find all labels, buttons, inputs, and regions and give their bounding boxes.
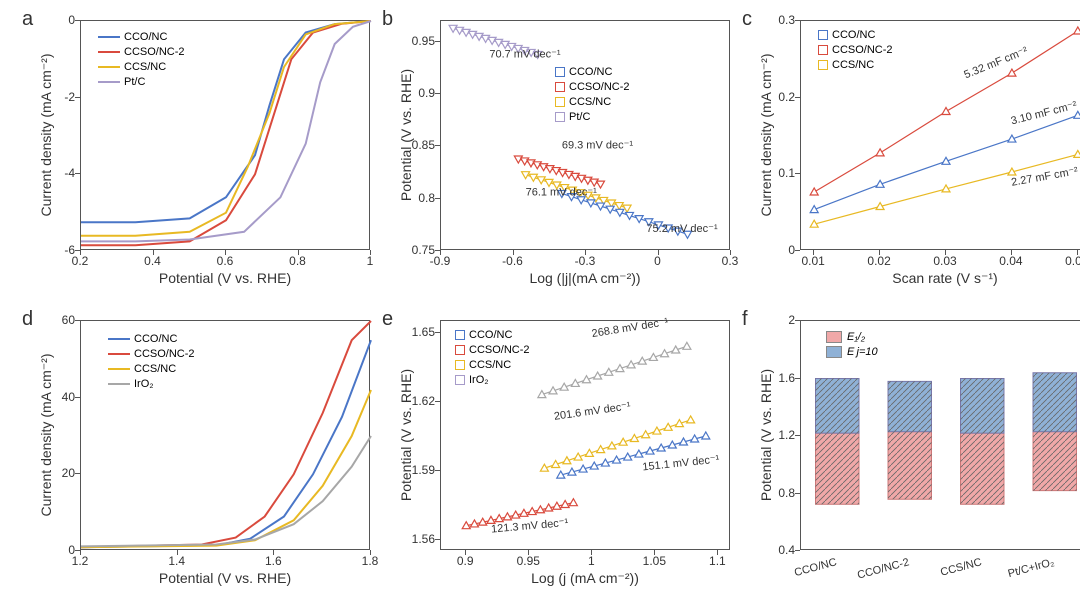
- legend: CCO/NCCCSO/NC-2CCS/NCPt/C: [98, 30, 185, 90]
- panel-label: f: [742, 308, 748, 331]
- legend: CCO/NCCCSO/NC-2CCS/NCIrO₂: [108, 332, 195, 392]
- panel-e: e 268.8 mV dec⁻¹ 201.6 mV dec⁻¹ 151.1 mV de…: [380, 310, 730, 605]
- xlabel: Log (j (mA cm⁻²)): [440, 570, 730, 587]
- panel-b: b 70.7 mV dec⁻¹ 69.3 mV dec⁻¹ 76.1 mV dec⁻¹…: [380, 10, 730, 305]
- legend-item: CCO/NC: [455, 328, 530, 342]
- legend-item: CCSO/NC-2: [555, 80, 630, 94]
- xtick: 0.9: [451, 554, 479, 568]
- svg-text:121.3 mV dec⁻¹: 121.3 mV dec⁻¹: [491, 517, 569, 536]
- legend-item: Pt/C: [98, 75, 185, 89]
- legend-item: IrO₂: [455, 373, 530, 387]
- panel-label: a: [22, 8, 33, 31]
- legend-item: CCSO/NC-2: [455, 343, 530, 357]
- xtick: 1.05: [640, 554, 668, 568]
- svg-text:75.2 mV dec⁻¹: 75.2 mV dec⁻¹: [646, 223, 718, 235]
- xtick: 0.6: [211, 254, 239, 268]
- legend: CCO/NCCCSO/NC-2CCS/NC: [818, 28, 893, 73]
- svg-text:CCO/NC-2: CCO/NC-2: [856, 556, 910, 581]
- ylabel: Current density (mA cm⁻²): [38, 20, 55, 250]
- xtick: 0.8: [284, 254, 312, 268]
- legend-item: CCO/NC: [818, 28, 893, 42]
- panel-a: a0.20.40.60.81-6-4-20Potential (V vs. RH…: [20, 10, 370, 305]
- legend-item: E j=10: [826, 345, 878, 359]
- legend-item: CCS/NC: [108, 362, 195, 376]
- legend-item: IrO₂: [108, 377, 195, 391]
- ylabel: Potential (V vs. RHE): [758, 320, 774, 550]
- xtick: 1.4: [163, 554, 191, 568]
- svg-text:151.1 mV dec⁻¹: 151.1 mV dec⁻¹: [642, 453, 721, 473]
- xtick: 0: [644, 254, 672, 268]
- ylabel: Current density (mA cm⁻²): [38, 320, 55, 550]
- xtick: -0.6: [499, 254, 527, 268]
- legend-item: CCSO/NC-2: [818, 43, 893, 57]
- legend-item: CCSO/NC-2: [98, 45, 185, 59]
- ylabel: Potential (V vs. RHE): [398, 20, 414, 250]
- ylabel: Potential (V vs. RHE): [398, 320, 414, 550]
- legend: E₁/₂E j=10: [826, 330, 878, 360]
- ylabel: Current density (mA cm⁻²): [758, 20, 775, 250]
- svg-text:CCS/NC: CCS/NC: [939, 556, 983, 579]
- xtick: 0.4: [139, 254, 167, 268]
- legend-item: Pt/C: [555, 110, 630, 124]
- svg-text:268.8 mV dec⁻¹: 268.8 mV dec⁻¹: [591, 316, 670, 340]
- svg-text:70.7 mV dec⁻¹: 70.7 mV dec⁻¹: [489, 49, 561, 61]
- xlabel: Potential (V vs. RHE): [80, 270, 370, 286]
- xtick: 0.05: [1063, 254, 1080, 268]
- legend: CCO/NCCCSO/NC-2CCS/NCPt/C: [555, 65, 630, 125]
- xtick: -0.3: [571, 254, 599, 268]
- svg-text:201.6 mV dec⁻¹: 201.6 mV dec⁻¹: [553, 400, 632, 423]
- panel-label: c: [742, 8, 752, 31]
- legend-item: CCS/NC: [555, 95, 630, 109]
- panel-f: fCCO/NCCCO/NC-2CCS/NCPt/C+IrO₂0.40.81.21…: [740, 310, 1080, 605]
- legend-item: CCO/NC: [108, 332, 195, 346]
- svg-text:76.1 mV dec⁻¹: 76.1 mV dec⁻¹: [526, 187, 598, 199]
- xtick: 1.1: [703, 554, 731, 568]
- panel-label: b: [382, 8, 393, 31]
- xtick: 0.01: [799, 254, 827, 268]
- xlabel: Log (|j|(mA cm⁻²)): [440, 270, 730, 287]
- panel-c: c 5.32 mF cm⁻² 3.10 mF cm⁻² 2.27 mF cm⁻² 0.0…: [740, 10, 1080, 305]
- xlabel: Scan rate (V s⁻¹): [800, 270, 1080, 287]
- svg-text:5.32 mF cm⁻²: 5.32 mF cm⁻²: [962, 45, 1029, 82]
- plot-area: 70.7 mV dec⁻¹ 69.3 mV dec⁻¹ 76.1 mV dec⁻¹ 7…: [440, 20, 730, 250]
- panel-label: d: [22, 308, 33, 331]
- xtick: 0.04: [997, 254, 1025, 268]
- legend-item: CCO/NC: [98, 30, 185, 44]
- panel-d: d1.21.41.61.80204060Potential (V vs. RHE…: [20, 310, 370, 605]
- svg-text:2.27 mF cm⁻²: 2.27 mF cm⁻²: [1010, 165, 1079, 189]
- xtick: 1.6: [259, 554, 287, 568]
- legend: CCO/NCCCSO/NC-2CCS/NCIrO₂: [455, 328, 530, 388]
- panel-label: e: [382, 308, 393, 331]
- svg-text:CCO/NC: CCO/NC: [793, 556, 838, 579]
- legend-item: CCS/NC: [455, 358, 530, 372]
- svg-text:69.3 mV dec⁻¹: 69.3 mV dec⁻¹: [562, 140, 634, 152]
- legend-item: E₁/₂: [826, 330, 878, 344]
- legend-item: CCSO/NC-2: [108, 347, 195, 361]
- svg-text:Pt/C+IrO₂: Pt/C+IrO₂: [1007, 556, 1056, 580]
- legend-item: CCO/NC: [555, 65, 630, 79]
- xlabel: Potential (V vs. RHE): [80, 570, 370, 586]
- svg-text:3.10 mF cm⁻²: 3.10 mF cm⁻²: [1010, 99, 1079, 127]
- legend-item: CCS/NC: [98, 60, 185, 74]
- xtick: 0.95: [514, 554, 542, 568]
- xtick: 0.02: [865, 254, 893, 268]
- xtick: 0.03: [931, 254, 959, 268]
- xtick: 1: [577, 554, 605, 568]
- legend-item: CCS/NC: [818, 58, 893, 72]
